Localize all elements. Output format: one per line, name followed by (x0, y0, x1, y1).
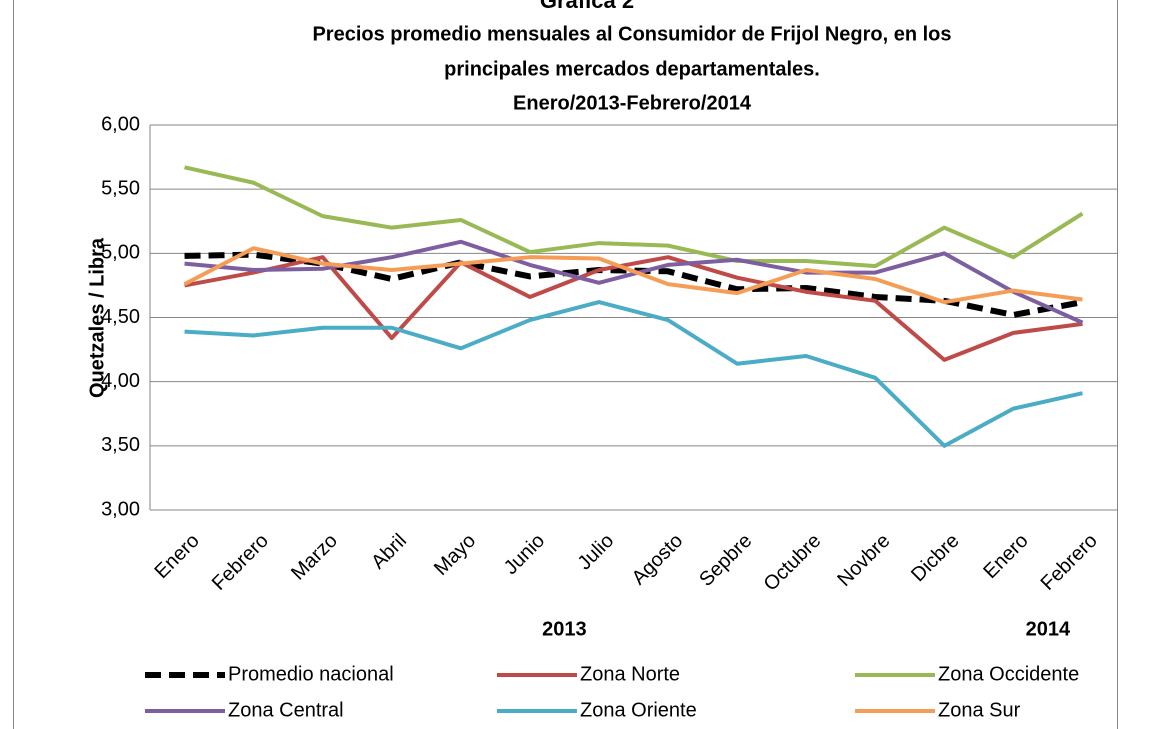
y-tick-label: 5,50 (101, 177, 140, 199)
legend-label: Zona Oriente (580, 699, 697, 721)
legend-label: Zona Central (228, 699, 344, 721)
y-tick-label: 3,50 (101, 434, 140, 456)
legend-label: Zona Occidente (938, 663, 1079, 685)
y-tick-label: 4,50 (101, 306, 140, 328)
y-tick-label: 5,00 (101, 242, 140, 264)
x-group-label: 2014 (1026, 618, 1071, 640)
series-line (184, 255, 1083, 362)
series-line (183, 246, 1083, 305)
legend-label: Zona Norte (580, 663, 680, 685)
series-line (184, 165, 1084, 269)
series-line (184, 239, 1084, 325)
series-line (184, 300, 1083, 448)
y-tick-label: 3,00 (101, 498, 140, 520)
legend-label: Promedio nacional (228, 663, 394, 685)
chart-frame (13, 0, 1118, 729)
x-group-label: 2013 (542, 618, 587, 640)
chart-title: principales mercados departamentales. (444, 58, 820, 80)
chart-title: Precios promedio mensuales al Consumidor… (312, 23, 951, 45)
legend-label: Zona Sur (938, 699, 1021, 721)
chart-title: Enero/2013-Febrero/2014 (513, 92, 752, 114)
supertitle: Gráfica 2 (540, 0, 634, 13)
y-tick-label: 4,00 (101, 370, 140, 392)
y-tick-label: 6,00 (101, 113, 140, 135)
y-axis-label: Quetzales / Libra (86, 237, 108, 398)
